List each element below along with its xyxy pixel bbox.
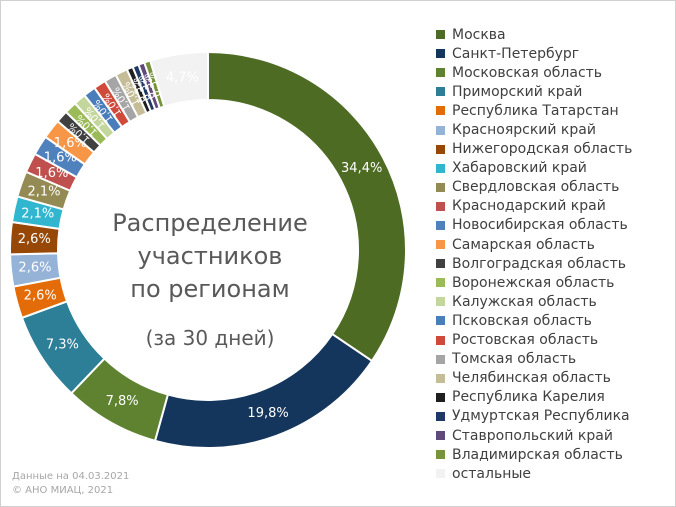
legend-swatch bbox=[436, 278, 445, 288]
legend-label: Москва bbox=[452, 26, 506, 43]
legend-swatch bbox=[436, 469, 445, 479]
legend-label: Волгоградская область bbox=[452, 255, 626, 272]
legend-label: Калужская область bbox=[452, 293, 597, 310]
slice-value-label: 7,3% bbox=[46, 338, 79, 353]
legend-swatch bbox=[436, 259, 445, 269]
legend-item: Псковская область bbox=[436, 311, 672, 330]
legend-label: Воронежская область bbox=[452, 274, 615, 291]
legend-item: Удмуртская Республика bbox=[436, 407, 672, 426]
legend-item: Республика Татарстан bbox=[436, 101, 672, 120]
chart-subtitle: (за 30 дней) bbox=[145, 326, 275, 350]
legend-label: Свердловская область bbox=[452, 179, 620, 196]
legend-item: Ростовская область bbox=[436, 331, 672, 350]
donut-slice bbox=[207, 50, 407, 363]
slice-value-label: 34,4% bbox=[341, 161, 382, 176]
legend-swatch bbox=[436, 354, 445, 364]
legend-label: Республика Карелия bbox=[452, 389, 605, 406]
legend-swatch bbox=[436, 220, 445, 230]
chart-title-line-1: Распределение bbox=[112, 209, 308, 237]
legend-swatch bbox=[436, 392, 445, 402]
legend-label: Томская область bbox=[452, 351, 577, 368]
legend-label: Приморский край bbox=[452, 83, 583, 100]
legend-item: Томская область bbox=[436, 350, 672, 369]
legend-swatch bbox=[436, 201, 445, 211]
slice-value-label: 4,7% bbox=[166, 70, 199, 85]
chart-title-line-3: по регионам bbox=[130, 275, 290, 303]
legend-swatch bbox=[436, 163, 445, 173]
donut-slice bbox=[149, 50, 209, 108]
slice-value-label: 2,6% bbox=[24, 289, 57, 304]
legend-label: Республика Татарстан bbox=[452, 102, 619, 119]
slice-value-label: 7,8% bbox=[106, 394, 139, 409]
legend-swatch bbox=[436, 49, 445, 59]
legend-swatch bbox=[436, 125, 445, 135]
legend-label: Ростовская область bbox=[452, 332, 599, 349]
legend-label: Удмуртская Республика bbox=[452, 408, 630, 425]
slice-value-label: 19,8% bbox=[247, 406, 288, 421]
legend-item: Волгоградская область bbox=[436, 254, 672, 273]
legend-swatch bbox=[436, 106, 445, 116]
slice-value-label: 2,1% bbox=[27, 184, 60, 199]
legend-label: Санкт-Петербург bbox=[452, 45, 580, 62]
legend-swatch bbox=[436, 297, 445, 307]
legend-label: Хабаровский край bbox=[452, 160, 587, 177]
legend-swatch bbox=[436, 87, 445, 97]
source-note: Данные на 04.03.2021 © АНО МИАЦ, 2021 bbox=[12, 470, 129, 498]
legend-label: Челябинская область bbox=[452, 370, 611, 387]
legend-item: Нижегородская область bbox=[436, 140, 672, 159]
slice-value-label: 2,1% bbox=[21, 207, 54, 222]
legend-label: Красноярский край bbox=[452, 122, 596, 139]
legend-item: остальные bbox=[436, 464, 672, 483]
legend-item: Новосибирская область bbox=[436, 216, 672, 235]
legend-swatch bbox=[436, 373, 445, 383]
legend-swatch bbox=[436, 182, 445, 192]
legend-label: Самарская область bbox=[452, 236, 595, 253]
legend-item: Хабаровский край bbox=[436, 159, 672, 178]
legend-swatch bbox=[436, 144, 445, 154]
legend-label: Псковская область bbox=[452, 312, 592, 329]
legend-swatch bbox=[436, 240, 445, 250]
legend-item: Владимирская область bbox=[436, 445, 672, 464]
legend-item: Калужская область bbox=[436, 292, 672, 311]
legend-label: Ставропольский край bbox=[452, 427, 613, 444]
legend-swatch bbox=[436, 431, 445, 441]
legend-item: Ставропольский край bbox=[436, 426, 672, 445]
legend-swatch bbox=[436, 450, 445, 460]
legend-swatch bbox=[436, 30, 445, 40]
legend-swatch bbox=[436, 411, 445, 421]
legend-item: Челябинская область bbox=[436, 369, 672, 388]
legend-label: Новосибирская область bbox=[452, 217, 628, 234]
legend-item: Приморский край bbox=[436, 82, 672, 101]
legend-label: Московская область bbox=[452, 64, 603, 81]
legend-item: Воронежская область bbox=[436, 273, 672, 292]
legend-swatch bbox=[436, 316, 445, 326]
slice-value-label: 2,6% bbox=[18, 261, 51, 276]
copyright-note: © АНО МИАЦ, 2021 bbox=[12, 485, 114, 496]
legend-item: Республика Карелия bbox=[436, 388, 672, 407]
legend-item: Московская область bbox=[436, 63, 672, 82]
legend-label: Краснодарский край bbox=[452, 198, 606, 215]
legend-label: Нижегородская область bbox=[452, 141, 633, 158]
legend-label: Владимирская область bbox=[452, 446, 623, 463]
legend-item: Свердловская область bbox=[436, 178, 672, 197]
legend-item: Москва bbox=[436, 25, 672, 44]
legend-item: Санкт-Петербург bbox=[436, 44, 672, 63]
legend-item: Краснодарский край bbox=[436, 197, 672, 216]
donut-slice bbox=[153, 332, 374, 449]
data-date-note: Данные на 04.03.2021 bbox=[12, 471, 130, 482]
legend-swatch bbox=[436, 68, 445, 78]
legend-item: Красноярский край bbox=[436, 120, 672, 139]
chart-legend: Москва Санкт-Петербург Московская область П… bbox=[436, 25, 672, 483]
legend-swatch bbox=[436, 335, 445, 345]
legend-label: остальные bbox=[452, 465, 532, 482]
legend-item: Самарская область bbox=[436, 235, 672, 254]
slice-value-label: 2,6% bbox=[18, 232, 51, 247]
chart-title-line-2: участников bbox=[137, 242, 283, 270]
slice-value-label: 1,6% bbox=[35, 166, 68, 181]
